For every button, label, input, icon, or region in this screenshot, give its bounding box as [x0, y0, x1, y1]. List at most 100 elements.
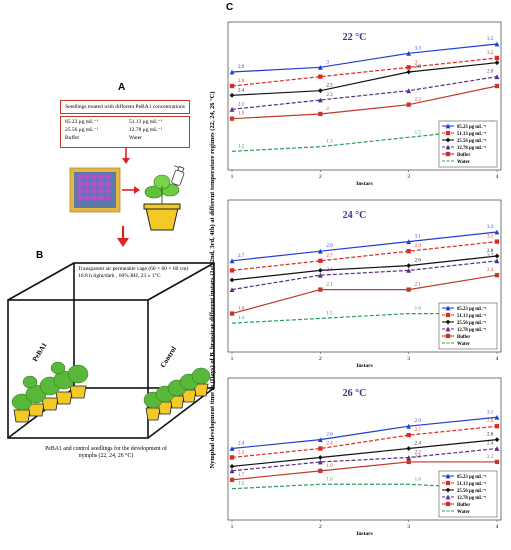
data-label-1-3-1: 2.4 — [326, 268, 333, 273]
data-label-0-5-2: 1.5 — [415, 130, 422, 135]
data-label-0-4-2: 2.2 — [415, 98, 422, 103]
point-1-0-1 — [317, 248, 323, 254]
legend-marker-0-0 — [445, 123, 451, 129]
data-label-1-0-2: 3.1 — [415, 235, 422, 240]
data-label-2-0-0: 2.4 — [238, 442, 245, 447]
point-0-4-2 — [406, 102, 411, 107]
legend-entry-2-1: 51.13 μg mL⁻¹ — [457, 481, 487, 487]
point-2-0-2 — [406, 423, 412, 429]
panel-b-label: B — [36, 250, 44, 261]
series-line-1-3 — [231, 260, 498, 291]
legend-box-1 — [438, 302, 498, 350]
legend-marker-2-2 — [445, 487, 451, 493]
point-2-1-1 — [318, 446, 323, 451]
legend-entry-1-3: 12.78 μg mL⁻¹ — [457, 327, 487, 333]
point-1-3-0 — [229, 287, 235, 292]
data-label-2-5-2: 1.6 — [415, 477, 422, 482]
point-1-3-2 — [406, 268, 412, 273]
point-2-1-3 — [494, 424, 500, 429]
x-tick-label-2-0: 1 — [231, 524, 234, 530]
x-tick-label-0-0: 1 — [231, 174, 234, 180]
data-label-2-1-3: 2.9 — [487, 419, 494, 424]
legend-entry-2-3: 12.78 μg mL⁻¹ — [457, 495, 487, 501]
x-tick-label-0-3: 4 — [496, 174, 499, 180]
data-label-0-4-1: 2 — [326, 107, 329, 112]
point-2-4-0 — [229, 477, 235, 482]
cage-description: Transparent air permeable cage (60 × 60 … — [78, 266, 208, 280]
panel-a-label: A — [118, 82, 126, 93]
point-0-0-3 — [494, 41, 500, 47]
cage-line-2: 16:8 h light/dark , 60% RH, 23 ± 1°C — [78, 273, 161, 279]
point-1-4-0 — [229, 311, 235, 316]
control-seedlings-image — [143, 367, 211, 421]
data-label-1-5-1: 1.5 — [326, 311, 333, 316]
point-2-0-1 — [317, 437, 323, 442]
point-1-4-2 — [406, 287, 411, 292]
data-label-1-0-3: 3.3 — [487, 225, 494, 230]
point-0-2-0 — [229, 92, 235, 98]
cage-line-1: Transparent air permeable cage (60 × 60 … — [78, 266, 189, 272]
series-line-1-0 — [231, 231, 498, 262]
panel-a-illustration — [69, 148, 185, 231]
data-label-2-2-3: 2.6 — [487, 433, 494, 438]
point-2-0-3 — [494, 414, 500, 420]
legend-entry-1-5: Water — [457, 342, 471, 347]
point-0-4-3 — [494, 83, 500, 89]
x-tick-label-2-2: 3 — [407, 524, 410, 530]
data-label-1-1-2: 2.9 — [415, 244, 422, 249]
data-label-2-1-2: 2.7 — [415, 428, 422, 433]
legend-entry-0-2: 25.56 μg mL⁻¹ — [457, 138, 487, 144]
data-label-2-5-1: 1.6 — [326, 477, 333, 482]
point-1-1-0 — [229, 268, 235, 273]
legend-box-0 — [438, 120, 498, 168]
point-1-1-2 — [406, 249, 411, 254]
series-line-1-5 — [231, 313, 497, 324]
point-0-2-3 — [494, 60, 500, 66]
y-axis-title: Nymphal development time in (Days) of B.… — [209, 91, 216, 468]
data-label-1-5-2: 1.6 — [415, 307, 422, 312]
x-tick-label-2-1: 2 — [319, 524, 322, 530]
data-label-2-4-1: 1.9 — [326, 464, 333, 469]
series-line-0-2 — [231, 62, 498, 96]
point-0-0-2 — [406, 50, 412, 56]
data-label-0-3-1: 2.3 — [326, 93, 333, 98]
development-time-charts: 22 °C1 2 3 4Instars2.933.33.52.633.22.42.52… — [227, 21, 502, 537]
data-label-2-4-0: 1.7 — [238, 473, 245, 478]
data-label-0-1-3: 3.2 — [487, 51, 494, 56]
series-line-0-1 — [231, 57, 498, 87]
point-2-1-0 — [229, 455, 235, 460]
arrow-a-to-b-icon — [117, 226, 129, 247]
point-1-0-3 — [494, 229, 500, 235]
point-1-2-3 — [494, 253, 500, 259]
x-axis-label-2: Instars — [356, 531, 373, 537]
series-line-0-4 — [231, 85, 498, 120]
series-line-0-0 — [231, 43, 498, 73]
data-label-1-4-3: 2.4 — [487, 268, 494, 273]
point-2-2-0 — [229, 464, 235, 469]
point-1-4-3 — [494, 273, 500, 278]
legend-entry-0-0: 85.23 μg mL⁻¹ — [457, 124, 487, 130]
data-label-0-5-0: 1.2 — [238, 144, 245, 149]
legend-box-2 — [438, 470, 498, 518]
point-2-3-1 — [317, 459, 323, 465]
point-0-3-0 — [229, 106, 235, 112]
panel-b-caption: PeBA1 and control seedlings for the deve… — [6, 446, 206, 460]
pebai-seedlings-image — [11, 361, 89, 423]
data-label-2-3-3: 2.4 — [487, 442, 494, 447]
point-1-0-2 — [406, 239, 412, 244]
legend-entry-2-5: Water — [457, 510, 471, 515]
point-2-4-2 — [406, 459, 411, 465]
spray-bottle-icon — [171, 165, 185, 186]
data-label-1-2-2: 2.6 — [415, 259, 422, 264]
data-label-0-0-0: 2.9 — [238, 65, 245, 70]
chart-title-2: 26 °C — [343, 388, 367, 399]
panel-c-label: C — [226, 2, 234, 13]
y-axis-title-container: Nymphal development time in (Days) of B.… — [209, 91, 216, 468]
point-1-2-0 — [229, 277, 235, 283]
point-0-2-1 — [317, 88, 323, 94]
legend-entry-1-4: Buffer — [457, 335, 471, 340]
chart-title-0: 22 °C — [343, 32, 367, 43]
point-0-3-2 — [406, 88, 412, 94]
data-label-1-4-2: 2.1 — [415, 283, 422, 288]
data-label-1-4-0: 1.6 — [238, 307, 245, 312]
